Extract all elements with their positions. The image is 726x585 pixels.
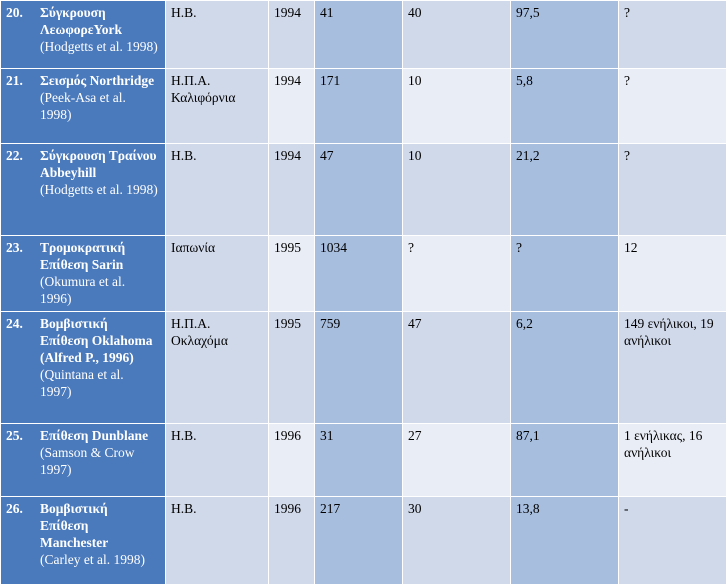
value-cell-6: ?: [619, 69, 726, 144]
incident-number: 21.: [6, 72, 40, 89]
incident-number: 24.: [6, 315, 40, 332]
incident-reference: (Peek-Asa et al. 1998): [40, 89, 158, 123]
incident-number: 22.: [6, 147, 40, 164]
table-row: 24.Βομβιστική Επίθεση Oklahoma (Alfred P…: [1, 312, 726, 424]
incident-number: 25.: [6, 427, 40, 444]
incident-number: 26.: [6, 500, 40, 517]
incident-cell: 26.Βομβιστική Επίθεση Manchester(Carley …: [1, 497, 166, 585]
value-cell-5: 87,1: [511, 424, 619, 497]
value-cell-3: 171: [315, 69, 403, 144]
value-cell-5: 97,5: [511, 1, 619, 69]
incident-title: Βομβιστική Επίθεση Oklahoma (Alfred P., …: [40, 315, 158, 366]
year-cell: 1994: [269, 1, 315, 69]
value-cell-3: 217: [315, 497, 403, 585]
incident-title: Τρομοκρατική Επίθεση Sarin: [40, 239, 158, 273]
table-row: 25.Επίθεση Dunblane(Samson & Crow 1997)Η…: [1, 424, 726, 497]
value-cell-3: 41: [315, 1, 403, 69]
country-cell: Η.Β.: [166, 1, 269, 69]
value-cell-5: 21,2: [511, 144, 619, 236]
incident-title: Σύγκρουση ΛεωφορεYork: [40, 4, 158, 38]
value-cell-3: 759: [315, 312, 403, 424]
year-cell: 1995: [269, 312, 315, 424]
country-cell: Ιαπωνία: [166, 236, 269, 312]
value-cell-3: 31: [315, 424, 403, 497]
year-cell: 1996: [269, 497, 315, 585]
value-cell-6: 149 ενήλικοι, 19 ανήλικοι: [619, 312, 726, 424]
value-cell-5: 5,8: [511, 69, 619, 144]
value-cell-5: 6,2: [511, 312, 619, 424]
value-cell-4: 27: [403, 424, 511, 497]
country-cell: Η.Β.: [166, 497, 269, 585]
incident-reference: (Hodgetts et al. 1998): [40, 181, 158, 198]
incident-cell: 24.Βομβιστική Επίθεση Oklahoma (Alfred P…: [1, 312, 166, 424]
value-cell-6: 1 ενήλικας, 16 ανήλικοι: [619, 424, 726, 497]
value-cell-4: 30: [403, 497, 511, 585]
country-cell: Η.Π.Α. Καλιφόρνια: [166, 69, 269, 144]
incident-number: 23.: [6, 239, 40, 256]
incident-cell: 20.Σύγκρουση ΛεωφορεYork(Hodgetts et al.…: [1, 1, 166, 69]
year-cell: 1995: [269, 236, 315, 312]
value-cell-4: 10: [403, 144, 511, 236]
incident-title: Επίθεση Dunblane: [40, 427, 158, 444]
year-cell: 1994: [269, 144, 315, 236]
value-cell-4: 47: [403, 312, 511, 424]
country-cell: Η.Β.: [166, 144, 269, 236]
incident-title: Σεισμός Northridge: [40, 72, 158, 89]
value-cell-6: ?: [619, 1, 726, 69]
country-cell: Η.Β.: [166, 424, 269, 497]
value-cell-3: 1034: [315, 236, 403, 312]
value-cell-4: ?: [403, 236, 511, 312]
year-cell: 1996: [269, 424, 315, 497]
country-cell: Η.Π.Α. Οκλαχόμα: [166, 312, 269, 424]
incident-cell: 25.Επίθεση Dunblane(Samson & Crow 1997): [1, 424, 166, 497]
incident-reference: (Quintana et al. 1997): [40, 367, 124, 399]
value-cell-6: -: [619, 497, 726, 585]
value-cell-4: 10: [403, 69, 511, 144]
incident-reference: (Samson & Crow 1997): [40, 444, 158, 478]
value-cell-5: 13,8: [511, 497, 619, 585]
table-row: 20.Σύγκρουση ΛεωφορεYork(Hodgetts et al.…: [1, 1, 726, 69]
incident-cell: 21.Σεισμός Northridge(Peek-Asa et al. 19…: [1, 69, 166, 144]
incident-reference: (Hodgetts et al. 1998): [40, 38, 158, 55]
value-cell-6: ?: [619, 144, 726, 236]
incident-number: 20.: [6, 4, 40, 21]
incident-cell: 22.Σύγκρουση Τραίνου Abbeyhill(Hodgetts …: [1, 144, 166, 236]
value-cell-4: 40: [403, 1, 511, 69]
value-cell-6: 12: [619, 236, 726, 312]
value-cell-5: ?: [511, 236, 619, 312]
table-row: 21.Σεισμός Northridge(Peek-Asa et al. 19…: [1, 69, 726, 144]
incident-cell: 23.Τρομοκρατική Επίθεση Sarin(Okumura et…: [1, 236, 166, 312]
table-row: 22.Σύγκρουση Τραίνου Abbeyhill(Hodgetts …: [1, 144, 726, 236]
value-cell-3: 47: [315, 144, 403, 236]
table-row: 26.Βομβιστική Επίθεση Manchester(Carley …: [1, 497, 726, 585]
incident-reference: (Carley et al. 1998): [40, 551, 158, 568]
year-cell: 1994: [269, 69, 315, 144]
incident-reference: (Okumura et al. 1996): [40, 273, 158, 307]
incident-title: Σύγκρουση Τραίνου Abbeyhill: [40, 147, 158, 181]
table-row: 23.Τρομοκρατική Επίθεση Sarin(Okumura et…: [1, 236, 726, 312]
incident-title: Βομβιστική Επίθεση Manchester: [40, 500, 158, 551]
